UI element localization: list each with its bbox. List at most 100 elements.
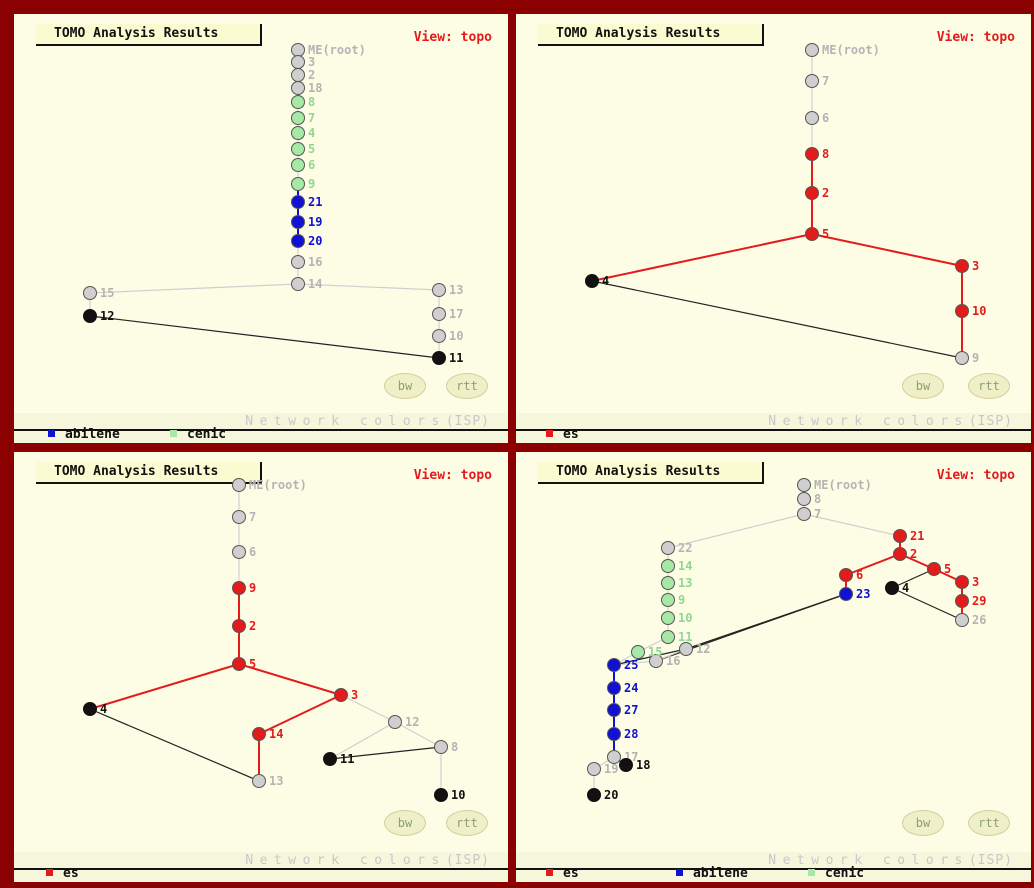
rtt-button[interactable]: rtt — [968, 810, 1010, 836]
node-circle[interactable] — [291, 234, 305, 248]
node-circle[interactable] — [585, 274, 599, 288]
node-me-root[interactable]: ME(root) — [805, 43, 880, 57]
node-13[interactable]: 13 — [432, 283, 464, 297]
node-22[interactable]: 22 — [661, 541, 693, 555]
node-circle[interactable] — [83, 702, 97, 716]
node-7[interactable]: 7 — [805, 74, 830, 88]
node-13[interactable]: 13 — [252, 774, 284, 788]
node-circle[interactable] — [432, 307, 446, 321]
node-circle[interactable] — [252, 727, 266, 741]
node-circle[interactable] — [661, 611, 675, 625]
node-2[interactable]: 2 — [232, 619, 257, 633]
node-circle[interactable] — [232, 545, 246, 559]
bw-button[interactable]: bw — [902, 373, 944, 399]
node-circle[interactable] — [955, 575, 969, 589]
node-16[interactable]: 16 — [291, 255, 323, 269]
node-circle[interactable] — [661, 576, 675, 590]
node-25[interactable]: 25 — [607, 658, 639, 672]
node-8[interactable]: 8 — [291, 95, 316, 109]
node-circle[interactable] — [607, 681, 621, 695]
node-circle[interactable] — [232, 657, 246, 671]
node-circle[interactable] — [291, 81, 305, 95]
node-10[interactable]: 10 — [432, 329, 464, 343]
node-29[interactable]: 29 — [955, 594, 987, 608]
node-circle[interactable] — [291, 55, 305, 69]
node-5[interactable]: 5 — [232, 657, 257, 671]
node-circle[interactable] — [252, 774, 266, 788]
node-8[interactable]: 8 — [805, 147, 830, 161]
node-4[interactable]: 4 — [885, 581, 910, 595]
node-circle[interactable] — [432, 351, 446, 365]
node-6[interactable]: 6 — [291, 158, 316, 172]
node-circle[interactable] — [679, 642, 693, 656]
node-11[interactable]: 11 — [432, 351, 464, 365]
node-circle[interactable] — [291, 277, 305, 291]
node-5[interactable]: 5 — [291, 142, 316, 156]
node-4[interactable]: 4 — [83, 702, 108, 716]
node-21[interactable]: 21 — [291, 195, 323, 209]
node-circle[interactable] — [661, 541, 675, 555]
node-circle[interactable] — [388, 715, 402, 729]
node-circle[interactable] — [805, 74, 819, 88]
node-circle[interactable] — [805, 43, 819, 57]
node-circle[interactable] — [885, 581, 899, 595]
node-circle[interactable] — [291, 126, 305, 140]
node-circle[interactable] — [797, 492, 811, 506]
node-circle[interactable] — [607, 703, 621, 717]
node-circle[interactable] — [291, 255, 305, 269]
node-7[interactable]: 7 — [232, 510, 257, 524]
node-circle[interactable] — [649, 654, 663, 668]
node-17[interactable]: 17 — [432, 307, 464, 321]
node-23[interactable]: 23 — [839, 587, 871, 601]
node-13[interactable]: 13 — [661, 576, 693, 590]
node-circle[interactable] — [805, 186, 819, 200]
node-circle[interactable] — [661, 593, 675, 607]
node-3[interactable]: 3 — [955, 259, 980, 273]
node-18[interactable]: 18 — [619, 758, 651, 772]
node-circle[interactable] — [805, 111, 819, 125]
node-10[interactable]: 10 — [955, 304, 987, 318]
node-15[interactable]: 15 — [631, 645, 663, 659]
bw-button[interactable]: bw — [384, 810, 426, 836]
node-12[interactable]: 12 — [388, 715, 420, 729]
bw-button[interactable]: bw — [384, 373, 426, 399]
node-circle[interactable] — [805, 227, 819, 241]
node-9[interactable]: 9 — [955, 351, 980, 365]
node-12[interactable]: 12 — [83, 309, 115, 323]
node-circle[interactable] — [291, 215, 305, 229]
node-circle[interactable] — [232, 478, 246, 492]
node-circle[interactable] — [232, 581, 246, 595]
node-10[interactable]: 10 — [434, 788, 466, 802]
node-circle[interactable] — [955, 613, 969, 627]
node-9[interactable]: 9 — [661, 593, 686, 607]
node-circle[interactable] — [893, 529, 907, 543]
node-3[interactable]: 3 — [291, 55, 316, 69]
node-18[interactable]: 18 — [291, 81, 323, 95]
node-circle[interactable] — [334, 688, 348, 702]
node-6[interactable]: 6 — [839, 568, 864, 582]
node-14[interactable]: 14 — [291, 277, 323, 291]
node-6[interactable]: 6 — [232, 545, 257, 559]
node-9[interactable]: 9 — [291, 177, 316, 191]
node-circle[interactable] — [323, 752, 337, 766]
node-8[interactable]: 8 — [797, 492, 822, 506]
node-circle[interactable] — [893, 547, 907, 561]
node-7[interactable]: 7 — [797, 507, 822, 521]
node-circle[interactable] — [839, 587, 853, 601]
node-circle[interactable] — [83, 286, 97, 300]
node-27[interactable]: 27 — [607, 703, 639, 717]
node-10[interactable]: 10 — [661, 611, 693, 625]
node-20[interactable]: 20 — [291, 234, 323, 248]
node-19[interactable]: 19 — [291, 215, 323, 229]
node-4[interactable]: 4 — [291, 126, 316, 140]
node-5[interactable]: 5 — [805, 227, 830, 241]
node-circle[interactable] — [291, 43, 305, 57]
node-me-root[interactable]: ME(root) — [232, 478, 307, 492]
node-circle[interactable] — [955, 304, 969, 318]
node-circle[interactable] — [587, 788, 601, 802]
node-circle[interactable] — [291, 111, 305, 125]
node-circle[interactable] — [797, 478, 811, 492]
node-circle[interactable] — [291, 142, 305, 156]
node-11[interactable]: 11 — [323, 752, 355, 766]
node-circle[interactable] — [955, 594, 969, 608]
